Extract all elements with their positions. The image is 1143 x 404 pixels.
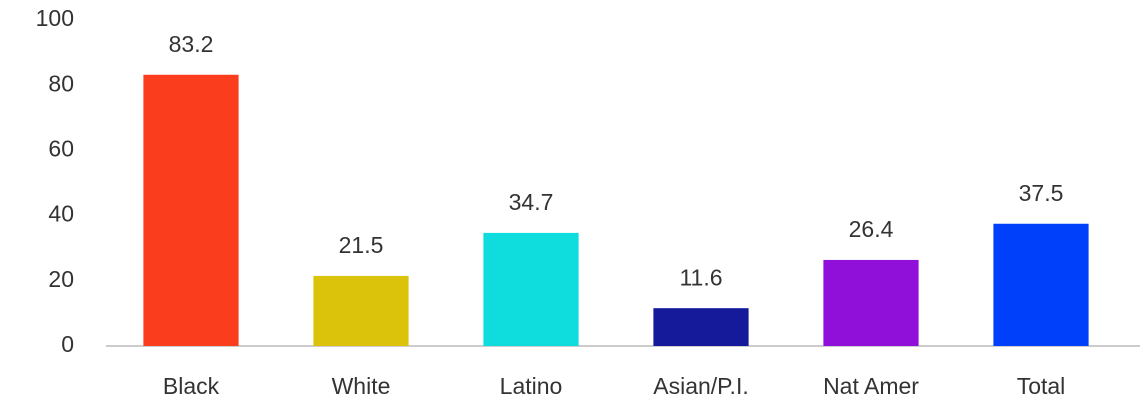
y-tick-label: 100 (36, 5, 74, 31)
value-label: 37.5 (1019, 180, 1064, 206)
y-tick-label: 60 (48, 135, 74, 161)
x-tick-label: Latino (500, 373, 563, 399)
value-label: 11.6 (679, 264, 722, 290)
bar (143, 74, 239, 346)
x-tick-label: White (332, 373, 391, 399)
y-tick-label: 40 (48, 201, 74, 227)
bar (313, 275, 409, 346)
bar (823, 259, 919, 346)
x-tick-label: Asian/P.I. (653, 373, 748, 399)
x-tick-label: Total (1017, 373, 1066, 399)
bar (653, 308, 749, 346)
value-label: 26.4 (849, 216, 894, 242)
x-tick-label: Nat Amer (823, 373, 919, 399)
bar (993, 223, 1089, 346)
y-tick-label: 20 (48, 266, 74, 292)
bar (483, 232, 579, 346)
value-label: 83.2 (169, 31, 214, 57)
y-tick-label: 80 (48, 70, 74, 96)
value-label: 34.7 (509, 189, 554, 215)
value-label: 21.5 (339, 232, 384, 258)
y-tick-label: 0 (61, 331, 74, 357)
x-tick-label: Black (163, 373, 220, 399)
